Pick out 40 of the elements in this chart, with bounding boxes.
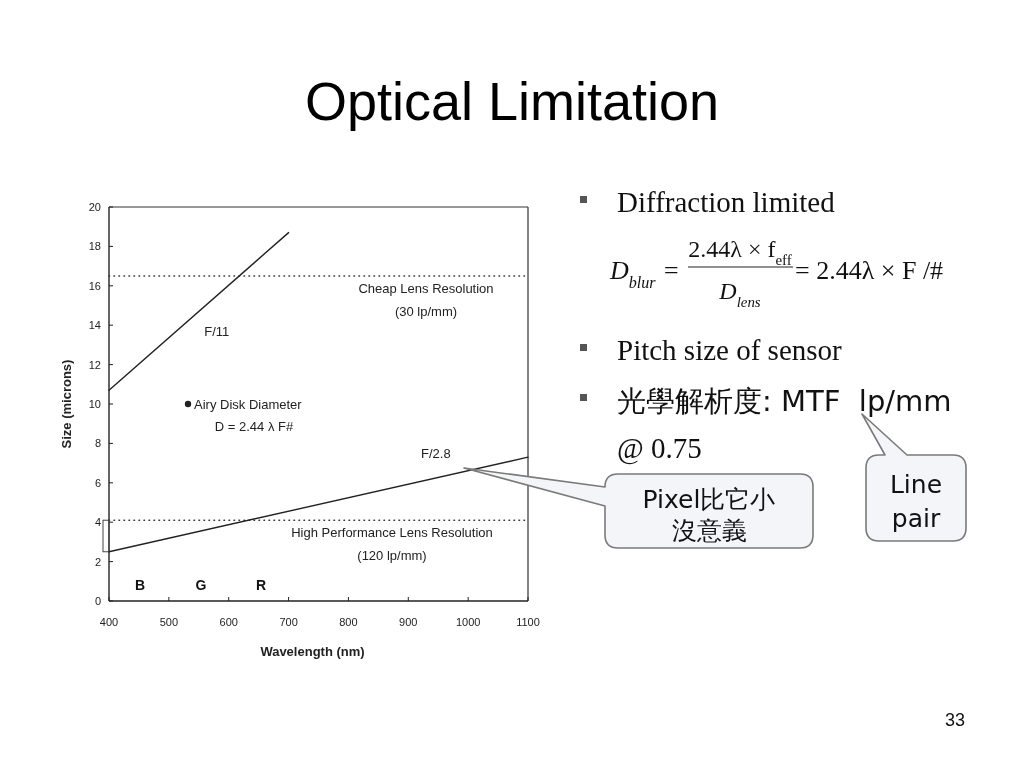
y-tick-label: 8 bbox=[94, 437, 101, 450]
chart-title: Optical Limitation bbox=[304, 71, 720, 131]
text: Diffraction limited bbox=[617, 186, 836, 218]
x-tick-label: 700 bbox=[279, 616, 298, 628]
text: Line pair bbox=[889, 470, 943, 533]
series-label: F/2.8 bbox=[421, 445, 451, 461]
y-tick-label: 14 bbox=[88, 319, 101, 332]
x-tick-label: 500 bbox=[159, 616, 179, 628]
text: 光學解析度: MTF lp/mm @ 0.75 bbox=[617, 384, 952, 465]
x-tick-label: 1000 bbox=[455, 616, 481, 628]
x-tick-label: 400 bbox=[99, 616, 119, 628]
x-tick-label: 900 bbox=[399, 616, 418, 628]
text: Pixel比它小沒意義 bbox=[642, 485, 776, 545]
y-tick-label: 10 bbox=[88, 398, 101, 410]
y-tick-label: 12 bbox=[88, 358, 101, 371]
text: D$_{lens}$ bbox=[718, 278, 761, 310]
y-tick-label: 20 bbox=[88, 201, 101, 213]
ref-line-label: High Performance Lens Resolution (120 lp/mm) bbox=[291, 525, 493, 564]
x-tick-label: 600 bbox=[219, 616, 238, 628]
annotation: R bbox=[255, 577, 267, 593]
text: Pitch size of sensor bbox=[617, 334, 843, 366]
text: D$_{blur}$ = bbox=[609, 256, 680, 291]
text: 2.44λ × f$_{eff}$ bbox=[688, 236, 792, 268]
annotation: G bbox=[195, 577, 207, 593]
series-label: F/11 bbox=[204, 323, 230, 339]
y-tick-label: 2 bbox=[94, 555, 101, 568]
y-axis-title: Size (microns) bbox=[59, 359, 74, 449]
annotation: B bbox=[134, 577, 146, 593]
annotation: Airy Disk Diameter D = 2.44 λ F# bbox=[194, 397, 303, 434]
y-tick-label: 6 bbox=[94, 476, 101, 489]
ref-line-label: Cheap Lens Resolution (30 lp/mm) bbox=[358, 280, 494, 319]
y-tick-label: 4 bbox=[94, 516, 101, 529]
x-tick-label: 1100 bbox=[516, 616, 540, 628]
text: = 2.44λ × F /# bbox=[795, 256, 944, 285]
x-axis-title: Wavelength (nm) bbox=[260, 644, 365, 659]
y-tick-label: 18 bbox=[88, 240, 101, 253]
y-tick-label: 16 bbox=[88, 279, 101, 292]
y-tick-label: 0 bbox=[94, 595, 101, 607]
x-tick-label: 800 bbox=[339, 616, 358, 628]
text: 33 bbox=[944, 710, 966, 730]
